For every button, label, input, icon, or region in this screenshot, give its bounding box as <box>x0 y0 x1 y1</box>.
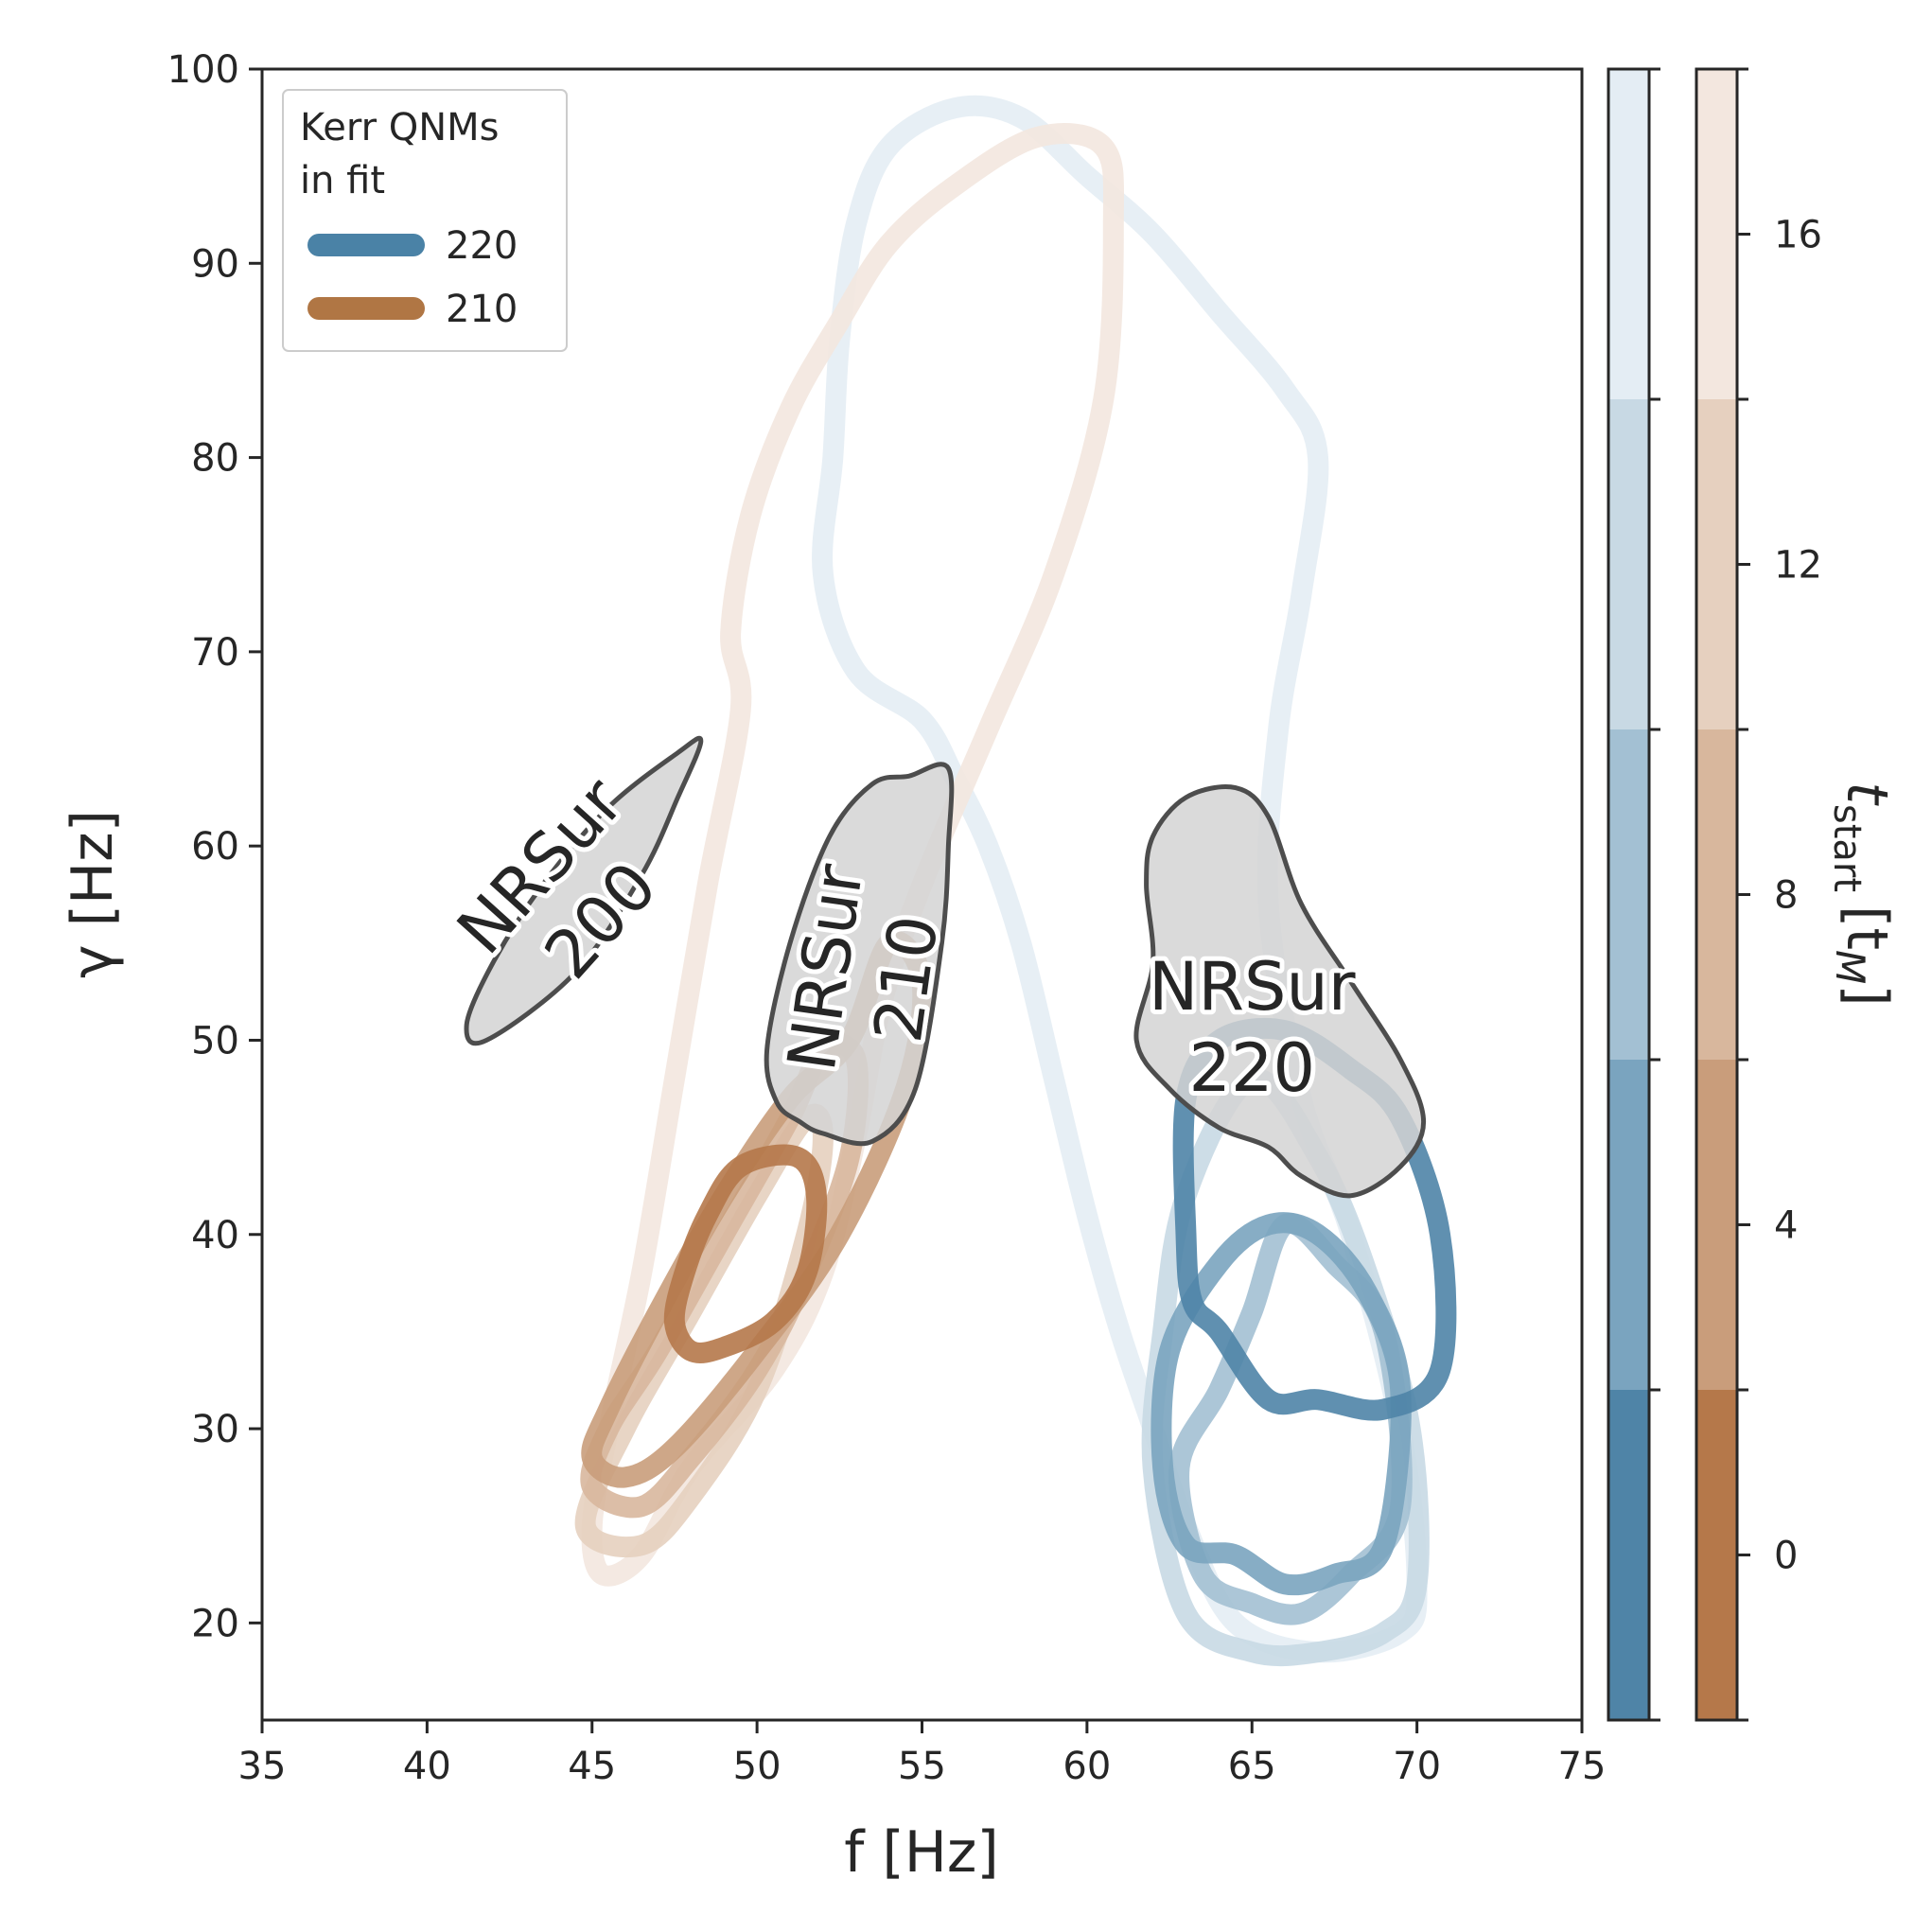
colorbar-tick-label: 0 <box>1774 1535 1798 1578</box>
contour-220-t4 <box>1150 1212 1412 1596</box>
colorbar-220-band-0 <box>1608 1390 1649 1720</box>
x-tick-label: 40 <box>403 1745 451 1788</box>
legend-label-210: 210 <box>446 288 518 331</box>
legend-title-line-2: in fit <box>300 159 385 202</box>
y-tick-label: 70 <box>191 631 239 675</box>
region-label-1-line-1: 210 <box>859 911 954 1047</box>
y-tick-label: 100 <box>167 48 239 92</box>
plot-area <box>464 95 1457 1667</box>
colorbar-210-band-0 <box>1696 1390 1737 1720</box>
x-axis-label: f [Hz] <box>844 1819 999 1886</box>
contours-layer <box>574 95 1457 1667</box>
colorbar-220-band-2 <box>1608 729 1649 1060</box>
legend-title-line-1: Kerr QNMs <box>300 106 500 149</box>
colorbar-220-band-1 <box>1608 1060 1649 1390</box>
region-label-2-line-1: 220 <box>1188 1029 1315 1107</box>
x-tick-label: 45 <box>568 1745 616 1788</box>
colorbar-210-band-2 <box>1696 729 1737 1060</box>
colorbar-tick-label: 16 <box>1774 214 1822 257</box>
colorbar-210 <box>1695 67 1739 1722</box>
legend-label-220: 220 <box>446 224 518 268</box>
nrsur-region-2 <box>1133 784 1427 1199</box>
y-tick-label: 60 <box>191 825 239 869</box>
x-tick-label: 75 <box>1558 1745 1607 1788</box>
colorbar-210-band-1 <box>1696 1060 1737 1390</box>
colorbar-ticks: 0 4 8 12 16 <box>1649 67 1822 1722</box>
y-axis-ticks: 20 30 40 50 60 70 80 90 100 <box>167 48 262 1645</box>
y-axis-label: γ [Hz] <box>60 810 126 978</box>
y-tick-label: 50 <box>191 1019 239 1063</box>
y-tick-label: 90 <box>191 242 239 286</box>
colorbar-220-band-3 <box>1608 399 1649 729</box>
x-tick-label: 70 <box>1393 1745 1441 1788</box>
colorbar-220-band-4 <box>1608 69 1649 399</box>
colorbar-tick-label: 4 <box>1774 1204 1798 1248</box>
nrsur-region-0 <box>464 735 704 1046</box>
nrsur-regions-layer <box>464 735 1427 1199</box>
colorbar-220-frame <box>1607 67 1651 1722</box>
y-tick-label: 80 <box>191 437 239 481</box>
y-tick-label: 40 <box>191 1214 239 1257</box>
colorbar-220 <box>1607 67 1651 1722</box>
y-tick-label: 30 <box>191 1408 239 1451</box>
colorbar-210-band-3 <box>1696 399 1737 729</box>
region-label-2-line-0: NRSur <box>1149 948 1356 1026</box>
colorbar-label: tstart[tM] <box>1825 782 1900 1006</box>
x-tick-label: 35 <box>238 1745 287 1788</box>
legend: Kerr QNMs in fit 220 210 <box>282 89 568 352</box>
contour-210-t0 <box>663 1144 828 1363</box>
colorbar-210-band-4 <box>1696 69 1737 399</box>
x-tick-label: 65 <box>1228 1745 1276 1788</box>
x-tick-label: 60 <box>1063 1745 1111 1788</box>
colorbar-tick-label: 8 <box>1774 874 1798 918</box>
x-tick-label: 55 <box>898 1745 946 1788</box>
nrsur-region-1 <box>764 762 955 1147</box>
y-tick-label: 20 <box>191 1602 239 1645</box>
colorbar-tick-label: 12 <box>1774 544 1822 588</box>
x-tick-label: 50 <box>733 1745 782 1788</box>
x-axis-ticks: 35 40 45 50 55 60 65 70 75 <box>238 1720 1607 1788</box>
legend-box <box>282 89 568 352</box>
